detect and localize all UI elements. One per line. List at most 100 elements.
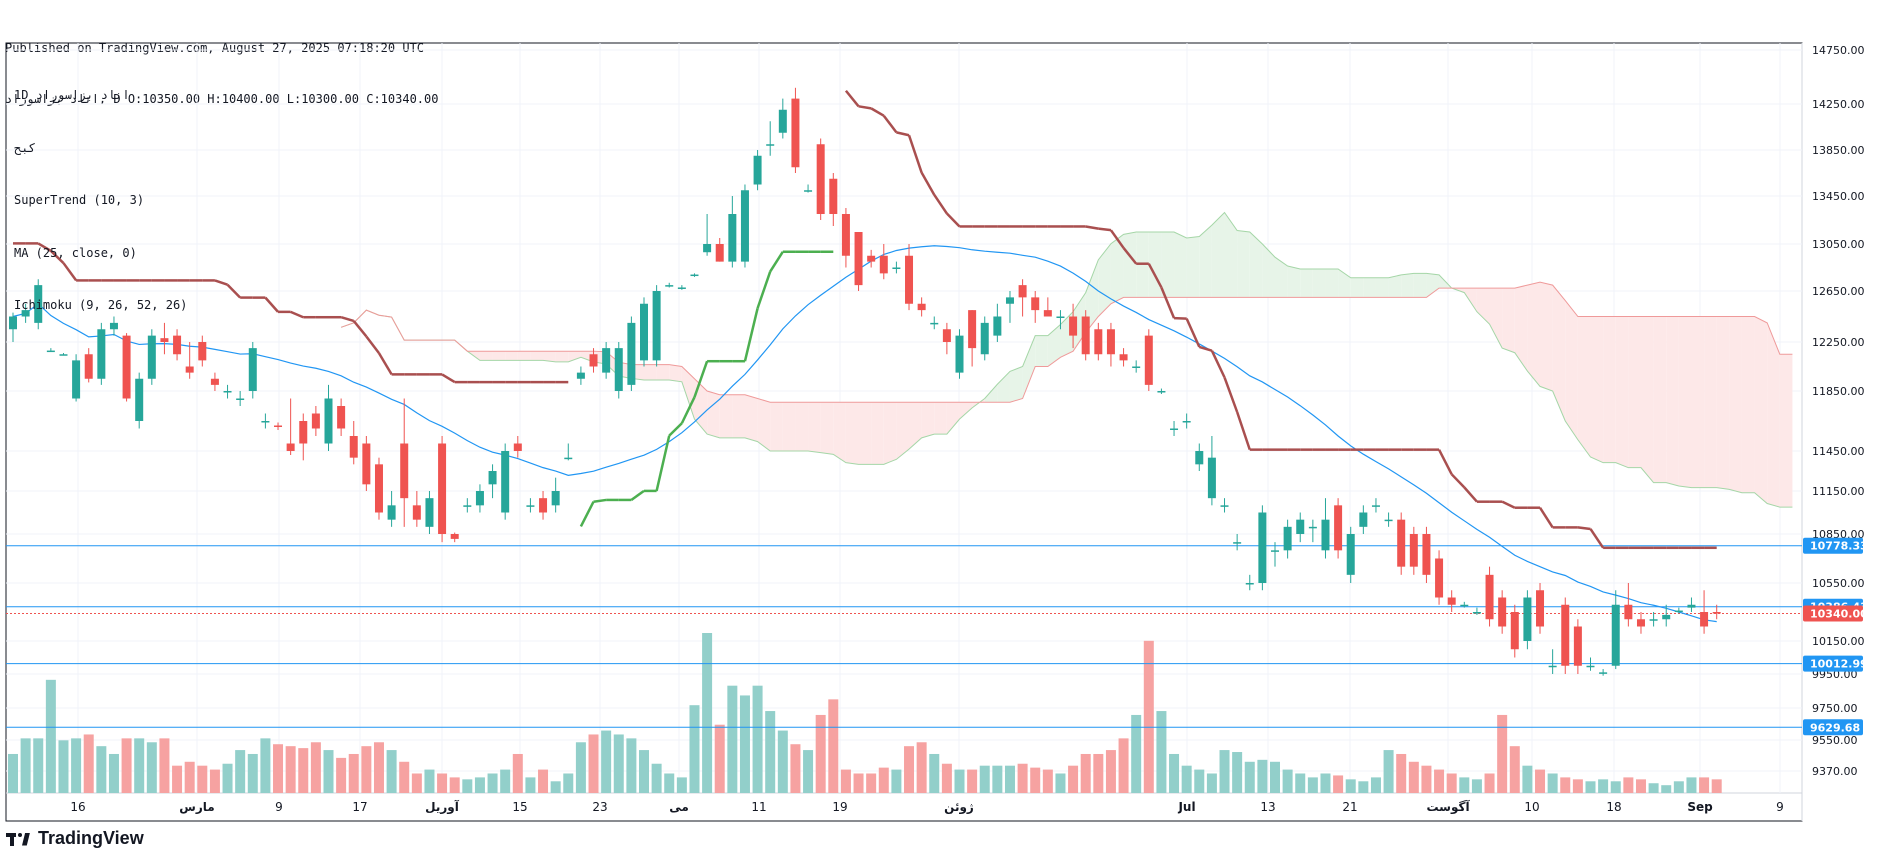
candle-body [854,232,863,286]
legend-supertrend[interactable]: SuperTrend (10, 3) [14,193,145,207]
candle-body [703,244,712,253]
volume-bar [1686,777,1697,793]
candle-body [955,335,964,373]
kumo-segment [1716,316,1730,490]
volume-bar [437,773,448,793]
candle-body [753,155,762,185]
candle-body [1371,505,1380,507]
candle-body [1498,597,1507,627]
kumo-segment [845,402,859,465]
volume-bar [575,742,586,793]
kumo-segment [1590,316,1604,463]
candle-body [1712,612,1721,614]
footer-brand[interactable]: TradingView [6,828,144,849]
kumo-segment [1413,273,1427,298]
candle-body [337,406,346,429]
candle-body [829,178,838,214]
chart-legend: 1D اناد بزاسوراد کبح SuperTrend (10, 3) … [14,52,187,332]
candle-body [1573,626,1582,666]
time-tick-label: 15 [512,800,527,814]
kumo-segment [1565,300,1578,440]
volume-bar [790,744,801,793]
volume-bar [1017,763,1028,793]
volume-bar [1080,753,1091,793]
volume-bar [1105,750,1116,793]
legend-ichimoku[interactable]: Ichimoku (9, 26, 52, 26) [14,298,188,312]
volume-bar [1673,781,1684,793]
kumo-segment [946,402,960,435]
candle-body [374,464,383,513]
kumo-segment [1678,316,1692,488]
volume-bar [1004,765,1015,793]
volume-bar [273,744,284,793]
candle-body [1536,590,1545,627]
legend-ma[interactable]: MA (25, close, 0) [14,245,137,260]
candle-body [236,398,245,400]
volume-bar [1181,765,1192,793]
volume-bar [474,777,485,793]
candle-body [1700,612,1709,627]
volume-bar [1711,779,1722,793]
supertrend-segment [858,105,872,110]
volume-bar [222,763,233,793]
candle-body [980,322,989,355]
kumo-segment [1640,316,1654,483]
supertrend-segment [226,283,242,299]
price-label-value: 10012.99 [1810,658,1868,671]
candle-body [1005,297,1014,304]
price-label-value: 10340.00 [1810,607,1868,620]
legend-interval: 1D اناد بزاسوراد [14,88,130,102]
kumo-segment [568,351,581,362]
candle-body [1649,619,1658,621]
kumo-segment [1741,316,1755,493]
kumo-segment [1375,277,1389,298]
candle-body [1182,421,1191,423]
volume-bar [651,763,662,793]
tradingview-logo-icon [6,831,32,847]
kumo-segment [1615,316,1629,468]
supertrend-segment [264,296,279,313]
volume-bar [1333,775,1344,793]
supertrend-segment [1450,473,1466,489]
candle-body [438,443,447,534]
time-tick-label: 9 [1776,800,1784,814]
kumo-segment [1022,335,1036,399]
volume-bar [310,742,321,793]
indicator-lines [12,89,1717,623]
kumo-segment [732,394,745,438]
volume-bar [146,742,157,793]
kumo-segment [820,402,834,455]
price-tick-label: 14250.00 [1812,98,1865,111]
volume-bar [1421,765,1432,793]
grid [6,43,1802,793]
ichimoku-span-b [340,281,1793,403]
candle-body [1472,612,1481,614]
volume-bar [1585,781,1596,793]
volume-bar [1206,773,1217,793]
kumo-segment [1653,316,1667,483]
candle-body [1611,604,1620,666]
volume-bar [1042,769,1053,793]
candle-body [804,190,813,192]
volume-bar [298,748,309,793]
volume-bar [1648,783,1659,793]
volume-bar [209,769,220,793]
kumo-segment [1009,366,1023,403]
candle-body [425,498,434,527]
candle-body [576,372,585,379]
volume-bar [1055,773,1066,793]
volume-bar [639,750,649,793]
candle-body [1510,612,1519,650]
candle-body [1422,534,1431,575]
kumo-segment [479,351,493,361]
supertrend-segment [62,262,78,282]
candle-body [349,436,358,458]
supertrend-segment [933,194,948,215]
kumo-segment [1577,316,1591,457]
kumo-segment [1540,282,1553,391]
volume-bar [399,761,410,793]
volume-bar [1635,779,1646,793]
candle-body [917,303,926,311]
